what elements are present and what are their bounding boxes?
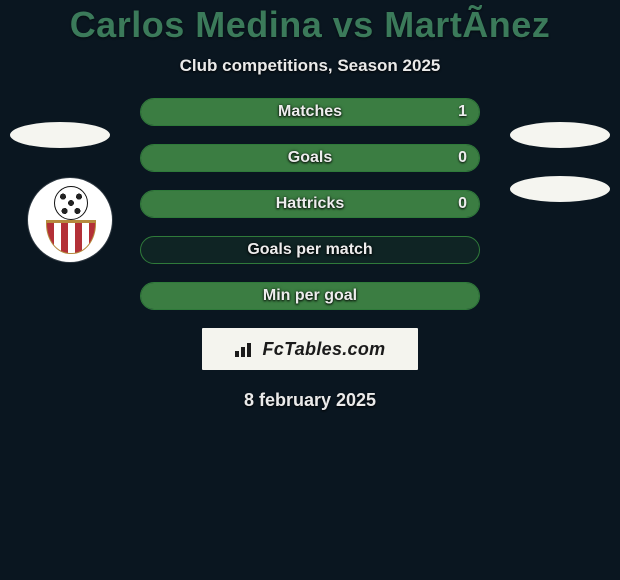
stat-fill <box>141 145 479 171</box>
flag-right-icon <box>510 122 610 148</box>
stat-row: Matches1 <box>140 98 480 126</box>
stat-fill <box>141 283 479 309</box>
stat-row: Min per goal <box>140 282 480 310</box>
stat-fill <box>141 99 479 125</box>
brand-text: FcTables.com <box>263 339 386 360</box>
stat-right-value: 1 <box>458 103 467 121</box>
brand-badge: FcTables.com <box>202 328 418 370</box>
stat-row: Goals per match <box>140 236 480 264</box>
flag-left-icon <box>10 122 110 148</box>
comparison-card: Carlos Medina vs MartÃ­nez Club competit… <box>0 0 620 580</box>
crest-shield-icon <box>46 220 96 254</box>
stat-fill <box>141 191 479 217</box>
stat-right-value: 0 <box>458 195 467 213</box>
generated-date: 8 february 2025 <box>0 390 620 411</box>
stat-row: Goals0 <box>140 144 480 172</box>
subtitle: Club competitions, Season 2025 <box>0 56 620 76</box>
brand-chart-icon <box>235 341 257 357</box>
stat-label: Goals per match <box>141 241 479 259</box>
club-crest-icon <box>28 178 112 262</box>
stat-right-value: 0 <box>458 149 467 167</box>
stat-row: Hattricks0 <box>140 190 480 218</box>
flag-right2-icon <box>510 176 610 202</box>
crest-ball-icon <box>54 186 88 220</box>
page-title: Carlos Medina vs MartÃ­nez <box>0 0 620 46</box>
